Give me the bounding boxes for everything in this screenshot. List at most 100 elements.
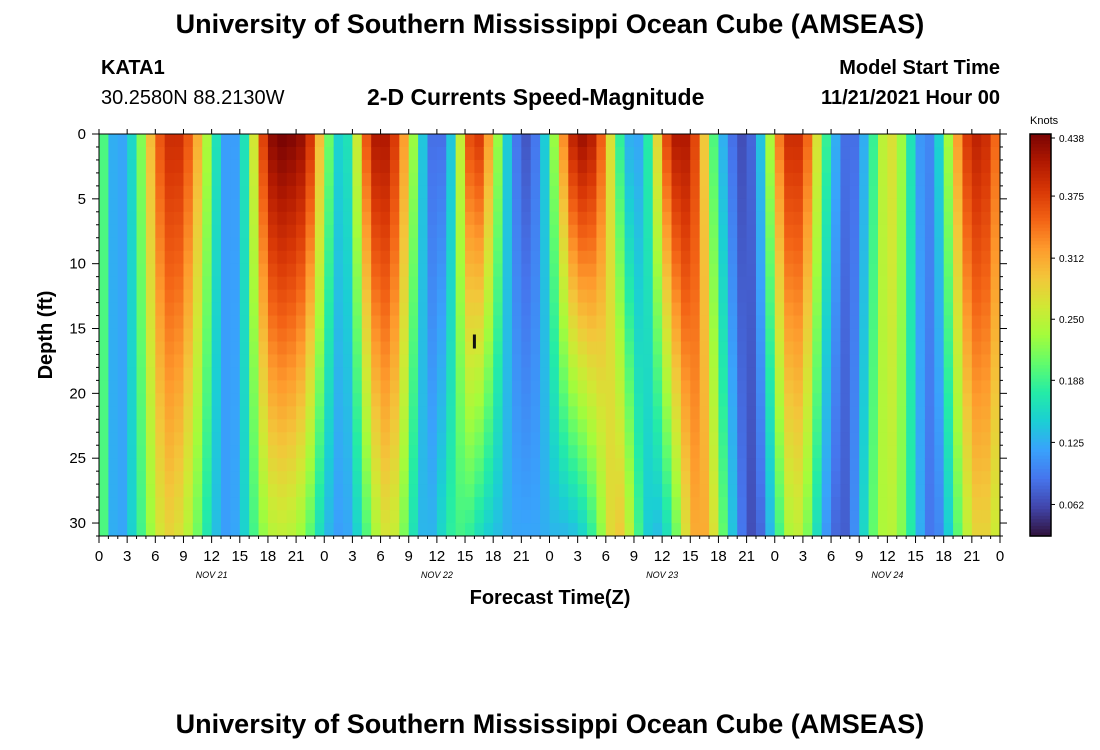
heatmap-cell	[784, 458, 795, 472]
heatmap-cell	[136, 328, 147, 342]
heatmap-cell	[596, 146, 607, 161]
heatmap-cell	[239, 224, 250, 239]
heatmap-cell	[709, 393, 719, 407]
heatmap-cell	[427, 497, 438, 511]
heatmap-cell	[934, 380, 945, 394]
heatmap-cell	[915, 159, 926, 174]
heatmap-cell	[221, 341, 231, 355]
x-date-label: NOV 22	[421, 570, 453, 580]
heatmap-cell	[427, 276, 438, 291]
heatmap-cell	[99, 289, 109, 304]
heatmap-cell	[455, 419, 466, 433]
heatmap-cell	[718, 134, 729, 148]
heatmap-cell	[709, 198, 719, 213]
colorbar-segment	[1030, 241, 1051, 246]
heatmap-cell	[540, 224, 550, 239]
heatmap-cell	[981, 432, 992, 446]
heatmap-cell	[333, 237, 344, 252]
heatmap-cell	[774, 237, 785, 252]
heatmap-cell	[953, 354, 963, 368]
heatmap-cell	[108, 328, 119, 342]
heatmap-cell	[709, 406, 719, 420]
heatmap-cell	[202, 445, 213, 459]
heatmap-cell	[211, 523, 222, 537]
heatmap-cell	[474, 354, 485, 368]
x-tick-label: 21	[288, 548, 305, 565]
heatmap-cell	[558, 276, 569, 291]
heatmap-cell	[849, 510, 860, 524]
heatmap-cell	[605, 134, 616, 148]
heatmap-cell	[380, 523, 391, 537]
heatmap-cell	[127, 367, 138, 381]
heatmap-cell	[474, 471, 485, 485]
heatmap-cell	[690, 172, 701, 187]
heatmap-cell	[239, 211, 250, 226]
heatmap-cell	[812, 354, 823, 368]
heatmap-cell	[136, 432, 147, 446]
heatmap-cell	[127, 134, 138, 148]
heatmap-cell	[690, 484, 701, 498]
heatmap-cell	[934, 172, 945, 187]
colorbar-segment	[1030, 194, 1051, 199]
heatmap-cell	[605, 328, 616, 342]
heatmap-cell	[793, 315, 804, 330]
heatmap-cell	[953, 289, 963, 304]
heatmap-cell	[408, 458, 419, 472]
heatmap-cell	[887, 523, 898, 537]
colorbar-segment	[1030, 177, 1051, 182]
heatmap-cell	[239, 445, 250, 459]
heatmap-cell	[812, 458, 823, 472]
heatmap-cell	[718, 523, 729, 537]
heatmap-cell	[596, 302, 607, 317]
heatmap-cell	[690, 289, 701, 304]
colorbar-segment	[1030, 217, 1051, 222]
heatmap-cell	[436, 380, 447, 394]
heatmap-cell	[249, 406, 260, 420]
heatmap-cell	[202, 380, 213, 394]
heatmap-cell	[136, 393, 147, 407]
heatmap-cell	[962, 289, 973, 304]
heatmap-cell	[286, 276, 297, 291]
heatmap-cell	[877, 302, 888, 317]
heatmap-cell	[802, 445, 813, 459]
heatmap-cell	[680, 224, 691, 239]
heatmap-cell	[859, 315, 870, 330]
heatmap-cell	[643, 250, 654, 265]
heatmap-cell	[577, 419, 588, 433]
heatmap-cell	[924, 198, 935, 213]
heatmap-cell	[286, 159, 297, 174]
x-tick-label: 15	[907, 548, 924, 565]
heatmap-cell	[474, 445, 485, 459]
heatmap-cell	[239, 134, 250, 148]
heatmap-cell	[718, 432, 729, 446]
heatmap-cell	[821, 380, 832, 394]
heatmap-cell	[568, 510, 579, 524]
heatmap-cell	[953, 211, 963, 226]
heatmap-cell	[596, 497, 607, 511]
heatmap-cell	[446, 341, 457, 355]
heatmap-cell	[587, 185, 597, 200]
heatmap-cell	[943, 432, 954, 446]
heatmap-cell	[737, 497, 748, 511]
heatmap-cell	[840, 289, 851, 304]
heatmap-cell	[174, 224, 184, 239]
heatmap-cell	[633, 419, 644, 433]
heatmap-cell	[399, 198, 410, 213]
heatmap-cell	[849, 224, 860, 239]
heatmap-cell	[389, 172, 400, 187]
heatmap-cell	[633, 484, 644, 498]
x-tick-label: 6	[602, 548, 610, 565]
heatmap-cell	[906, 354, 917, 368]
heatmap-cell	[408, 250, 419, 265]
heatmap-cell	[943, 445, 954, 459]
heatmap-cell	[465, 393, 475, 407]
heatmap-cell	[615, 445, 626, 459]
heatmap-cell	[605, 432, 616, 446]
heatmap-cell	[427, 250, 438, 265]
heatmap-cell	[577, 523, 588, 537]
heatmap-cell	[343, 289, 353, 304]
heatmap-cell	[192, 341, 203, 355]
heatmap-cell	[831, 172, 841, 187]
heatmap-cell	[230, 302, 241, 317]
heatmap-cell	[633, 159, 644, 174]
